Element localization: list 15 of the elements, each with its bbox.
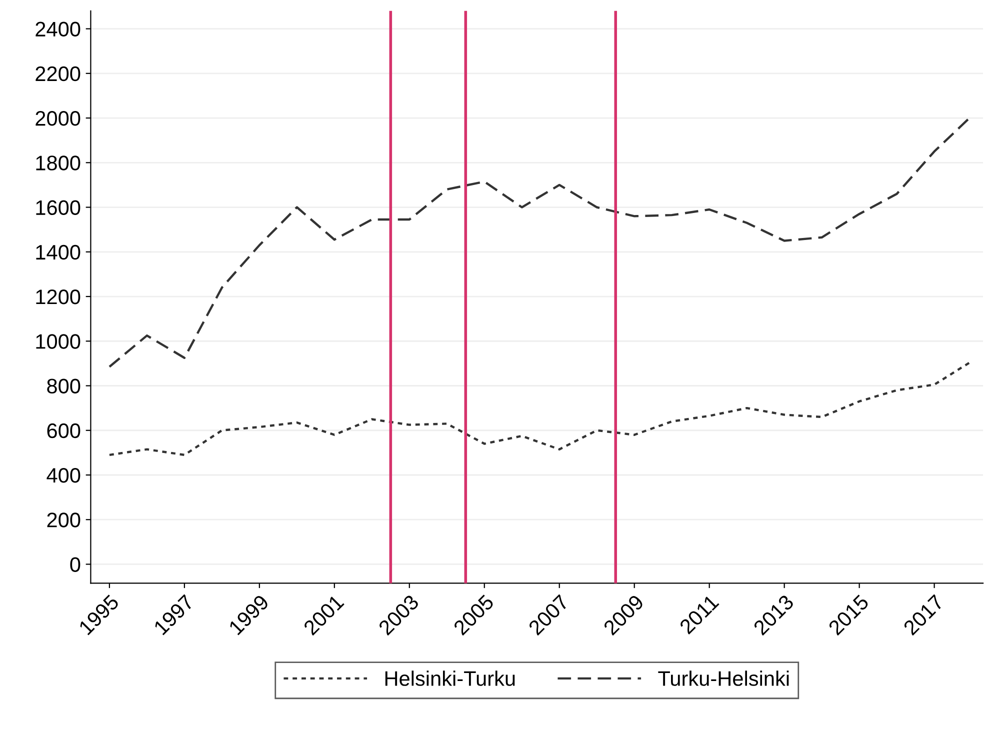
y-tick-label: 400 — [46, 468, 80, 483]
y-tick-label: 2000 — [36, 111, 80, 126]
y-tick-label: 1200 — [36, 290, 80, 304]
y-tick-label: 1800 — [36, 156, 80, 170]
y-tick-label: 1600 — [36, 200, 80, 216]
y-tick-label: 2200 — [36, 66, 80, 82]
y-tick-label: 1400 — [36, 244, 80, 260]
y-tick-label: 200 — [47, 512, 80, 528]
y-tick-label: 0 — [70, 557, 80, 572]
y-tick-label: 2400 — [36, 22, 80, 37]
legend-label: Helsinki-Turku — [385, 670, 515, 686]
y-tick-label: 600 — [47, 423, 80, 438]
y-tick-label: 1000 — [36, 334, 80, 349]
y-tick-label: 800 — [47, 378, 80, 394]
legend-label: Turku-Helsinki — [658, 670, 789, 686]
